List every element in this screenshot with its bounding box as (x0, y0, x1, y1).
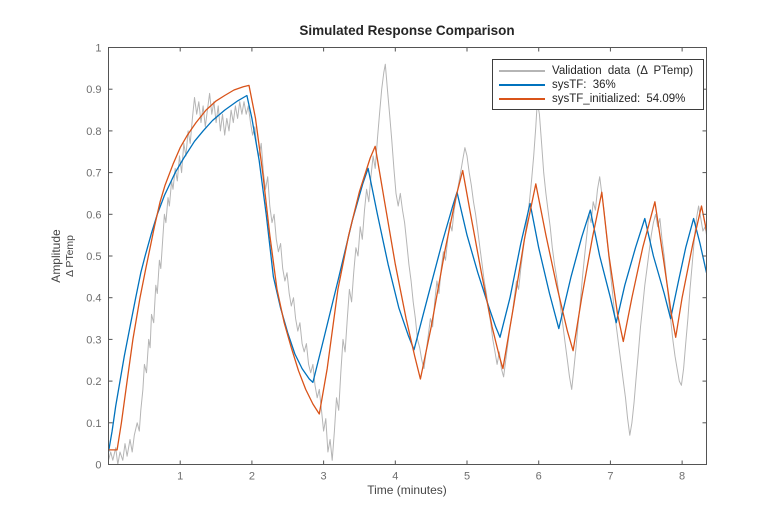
y-tick-label: 0.8 (86, 126, 101, 138)
systf-line-swatch (499, 84, 545, 86)
chart-title: Simulated Response Comparison (299, 23, 515, 38)
validation-line-swatch (499, 70, 545, 72)
x-tick-label: 2 (249, 471, 255, 483)
legend-label-systf-initialized: sysTF_initialized: 54.09% (552, 93, 686, 105)
y-tick-label: 0.9 (86, 84, 101, 96)
legend-row-systf-initialized: sysTF_initialized: 54.09% (493, 92, 703, 106)
x-tick-label: 6 (536, 471, 542, 483)
x-tick-label: 5 (464, 471, 470, 483)
x-tick-label: 8 (679, 471, 685, 483)
legend-label-systf: sysTF: 36% (552, 79, 616, 91)
series-line-1 (108, 94, 707, 453)
legend-label-validation: Validation data (Δ PTemp) (552, 65, 694, 77)
x-tick-label: 7 (607, 471, 613, 483)
legend: Validation data (Δ PTemp) sysTF: 36% sys… (492, 59, 704, 110)
y-tick-label: 0.6 (86, 209, 101, 221)
x-axis-label: Time (minutes) (367, 483, 447, 497)
series-line-0 (108, 63, 707, 465)
y-tick-label: 1 (95, 43, 101, 55)
y-tick-label: 0.2 (86, 376, 101, 388)
legend-row-validation: Validation data (Δ PTemp) (493, 64, 703, 78)
y-tick-label: 0.3 (86, 334, 101, 346)
x-tick-label: 3 (321, 471, 327, 483)
axes-box (108, 47, 707, 465)
legend-row-systf: sysTF: 36% (493, 78, 703, 92)
y-axis-label: Amplitude (49, 229, 63, 283)
series-line-2 (108, 84, 707, 451)
y-axis-sublabel: Δ PTemp (64, 234, 76, 278)
y-tick-label: 0.5 (86, 251, 101, 263)
x-tick-label: 4 (392, 471, 398, 483)
x-tick-label: 1 (177, 471, 183, 483)
y-tick-label: 0.1 (86, 418, 101, 430)
y-tick-label: 0.4 (86, 293, 101, 305)
y-tick-label: 0 (95, 460, 101, 472)
systf-initialized-line-swatch (499, 98, 545, 100)
y-tick-label: 0.7 (86, 168, 101, 180)
